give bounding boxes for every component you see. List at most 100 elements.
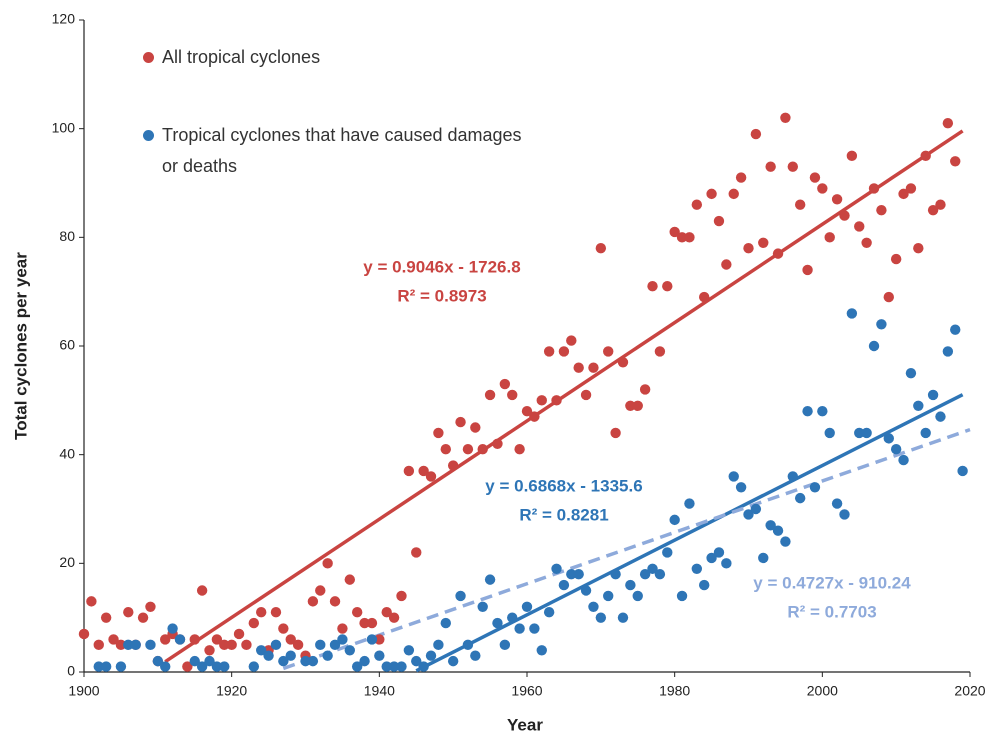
data-point [632, 590, 643, 602]
data-point [920, 427, 931, 439]
data-point [93, 661, 104, 672]
data-point [219, 661, 230, 672]
data-point [300, 655, 311, 667]
data-point [551, 395, 562, 406]
data-point [831, 194, 843, 205]
data-point [514, 444, 525, 455]
data-point [256, 645, 267, 656]
data-point [662, 547, 673, 558]
data-point [713, 215, 725, 227]
data-point [425, 650, 437, 661]
y-tick-label: 40 [59, 445, 75, 461]
data-point [374, 650, 385, 661]
data-point [743, 509, 754, 520]
data-point [728, 471, 739, 482]
data-point [868, 183, 880, 194]
data-point [706, 188, 717, 200]
data-point [137, 612, 149, 623]
data-point [558, 579, 570, 591]
data-point [499, 378, 511, 390]
data-point [307, 596, 319, 607]
data-point [484, 574, 496, 585]
data-point [182, 661, 193, 672]
data-point [145, 639, 156, 651]
data-point [204, 655, 215, 667]
data-point [558, 346, 570, 357]
data-point [315, 585, 326, 596]
data-point [359, 655, 370, 667]
x-axis-label: Year [507, 715, 543, 734]
data-point [883, 433, 894, 444]
trend-r2: R² = 0.7703 [787, 602, 876, 621]
data-point [595, 612, 607, 623]
data-point [418, 661, 429, 672]
data-point [927, 389, 939, 401]
data-point [566, 335, 577, 346]
data-point [189, 634, 200, 645]
data-point [455, 416, 466, 428]
x-tick-label: 1900 [68, 683, 99, 699]
data-point [160, 634, 171, 645]
data-point [942, 346, 954, 357]
data-point [278, 623, 289, 634]
data-point [411, 655, 422, 667]
data-point [890, 444, 902, 455]
data-point [315, 639, 326, 651]
data-point [898, 188, 909, 200]
data-point [809, 482, 821, 493]
data-point [691, 199, 703, 210]
data-point [868, 340, 880, 352]
trend-line [164, 129, 964, 664]
x-tick-label: 1940 [364, 683, 395, 699]
data-point [344, 574, 355, 585]
data-point [676, 590, 688, 602]
data-point [935, 411, 946, 422]
data-point [824, 232, 835, 243]
data-point [861, 237, 872, 248]
data-point [507, 612, 518, 623]
data-point [957, 465, 968, 477]
data-point [758, 237, 769, 248]
data-point [765, 520, 776, 531]
data-point [706, 552, 717, 564]
data-point [411, 547, 422, 558]
data-point [913, 400, 924, 411]
data-point [514, 623, 525, 634]
data-point [654, 569, 666, 580]
data-point [794, 492, 806, 504]
data-point [403, 645, 415, 656]
data-point [603, 590, 614, 602]
data-point [927, 204, 939, 216]
data-point [817, 406, 828, 417]
data-point [396, 590, 407, 602]
data-point [905, 367, 917, 379]
data-point [433, 427, 444, 439]
data-point [233, 628, 245, 640]
data-point [699, 579, 710, 591]
data-point [942, 118, 954, 129]
data-point [728, 188, 739, 200]
legend-marker [143, 52, 154, 63]
data-point [462, 444, 474, 455]
data-point [388, 612, 400, 623]
data-point [351, 661, 363, 672]
data-point [418, 465, 429, 477]
data-point [780, 536, 791, 547]
data-point [691, 563, 703, 574]
trend-equation: y = 0.6868x - 1335.6 [485, 476, 642, 495]
data-point [765, 161, 776, 172]
data-point [123, 639, 134, 651]
data-point [93, 639, 104, 651]
data-point [86, 596, 97, 607]
data-point [639, 384, 651, 395]
data-point [529, 623, 540, 634]
data-point [772, 525, 784, 536]
data-point [802, 264, 813, 276]
data-point [492, 617, 503, 629]
data-point [935, 199, 946, 210]
data-point [219, 639, 230, 651]
data-point [211, 661, 223, 672]
data-point [381, 607, 392, 618]
trend-r2: R² = 0.8281 [519, 505, 608, 524]
